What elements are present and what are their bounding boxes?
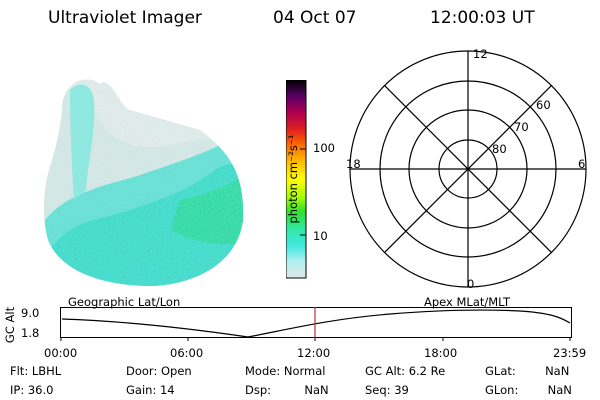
mlt-label-12: 12 xyxy=(473,47,488,61)
auroral-image xyxy=(43,79,244,287)
status-ip-value: 36.0 xyxy=(27,383,54,397)
mlat-label-60: 60 xyxy=(536,98,551,112)
status-door: Door: Open xyxy=(126,364,192,378)
status-glat-label: GLat: xyxy=(485,364,516,378)
status-dsp: Dsp: NaN xyxy=(245,383,329,397)
status-gain-label: Gain: xyxy=(126,383,157,397)
status-glon: GLon: NaN xyxy=(485,383,572,397)
status-seq-label: Seq: xyxy=(365,383,391,397)
mlat-label-70: 70 xyxy=(514,120,529,134)
time-tick-2359: 23:59 xyxy=(553,346,587,360)
color-scale-bar xyxy=(286,80,307,279)
status-mode: Mode: Normal xyxy=(245,364,325,378)
color-scale-tick-10: 10 xyxy=(313,229,328,243)
status-mode-value: Normal xyxy=(283,364,326,378)
instrument-title: Ultraviolet Imager xyxy=(48,8,202,28)
timeline-ylabel: GC Alt xyxy=(3,306,18,344)
mlat-label-80: 80 xyxy=(492,142,507,156)
status-gc-alt-value: 6.2 Re xyxy=(408,364,446,378)
status-glat: GLat: NaN xyxy=(485,364,569,378)
timeline-ytick-min: 1.8 xyxy=(21,326,40,340)
status-door-label: Door: xyxy=(126,364,158,378)
status-glon-label: GLon: xyxy=(485,383,519,397)
status-glon-value: NaN xyxy=(547,383,572,397)
gc-altitude-curve xyxy=(61,309,571,338)
timeline-ytick-max: 9.0 xyxy=(21,306,40,320)
status-glat-value: NaN xyxy=(545,364,570,378)
color-scale-units: photon cm⁻²s⁻¹ xyxy=(286,134,300,224)
status-ip-label: IP: xyxy=(10,383,25,397)
mlt-label-0: 0 xyxy=(467,277,475,291)
status-dsp-value: NaN xyxy=(304,383,329,397)
status-filter: Flt: LBHL xyxy=(10,364,61,378)
status-seq-value: 39 xyxy=(394,383,409,397)
status-filter-label: Flt: xyxy=(10,364,29,378)
status-filter-value: LBHL xyxy=(31,364,62,378)
status-gc-alt: GC Alt: 6.2 Re xyxy=(365,364,445,378)
orbit-altitude-timeline xyxy=(60,307,572,341)
status-ip: IP: 36.0 xyxy=(10,383,53,397)
timeline-left-title: Geographic Lat/Lon xyxy=(68,295,181,309)
polar-mlt-plot xyxy=(349,50,587,288)
time-tick-1200: 12:00 xyxy=(297,346,331,360)
observation-time: 12:00:03 UT xyxy=(430,8,535,28)
status-dsp-label: Dsp: xyxy=(245,383,272,397)
timeline-right-title: Apex MLat/MLT xyxy=(424,295,511,309)
status-gain-value: 14 xyxy=(159,383,175,397)
mlt-label-18: 18 xyxy=(346,157,361,171)
status-mode-label: Mode: xyxy=(245,364,281,378)
time-tick-0000: 00:00 xyxy=(44,346,78,360)
mlt-label-6: 6 xyxy=(578,157,586,171)
observation-date: 04 Oct 07 xyxy=(273,8,357,28)
color-scale-tick-100: 100 xyxy=(313,141,335,155)
time-tick-0600: 06:00 xyxy=(170,346,204,360)
status-door-value: Open xyxy=(160,364,192,378)
status-gain: Gain: 14 xyxy=(126,383,175,397)
status-gc-alt-label: GC Alt: xyxy=(365,364,406,378)
status-seq: Seq: 39 xyxy=(365,383,409,397)
time-tick-1800: 18:00 xyxy=(424,346,458,360)
